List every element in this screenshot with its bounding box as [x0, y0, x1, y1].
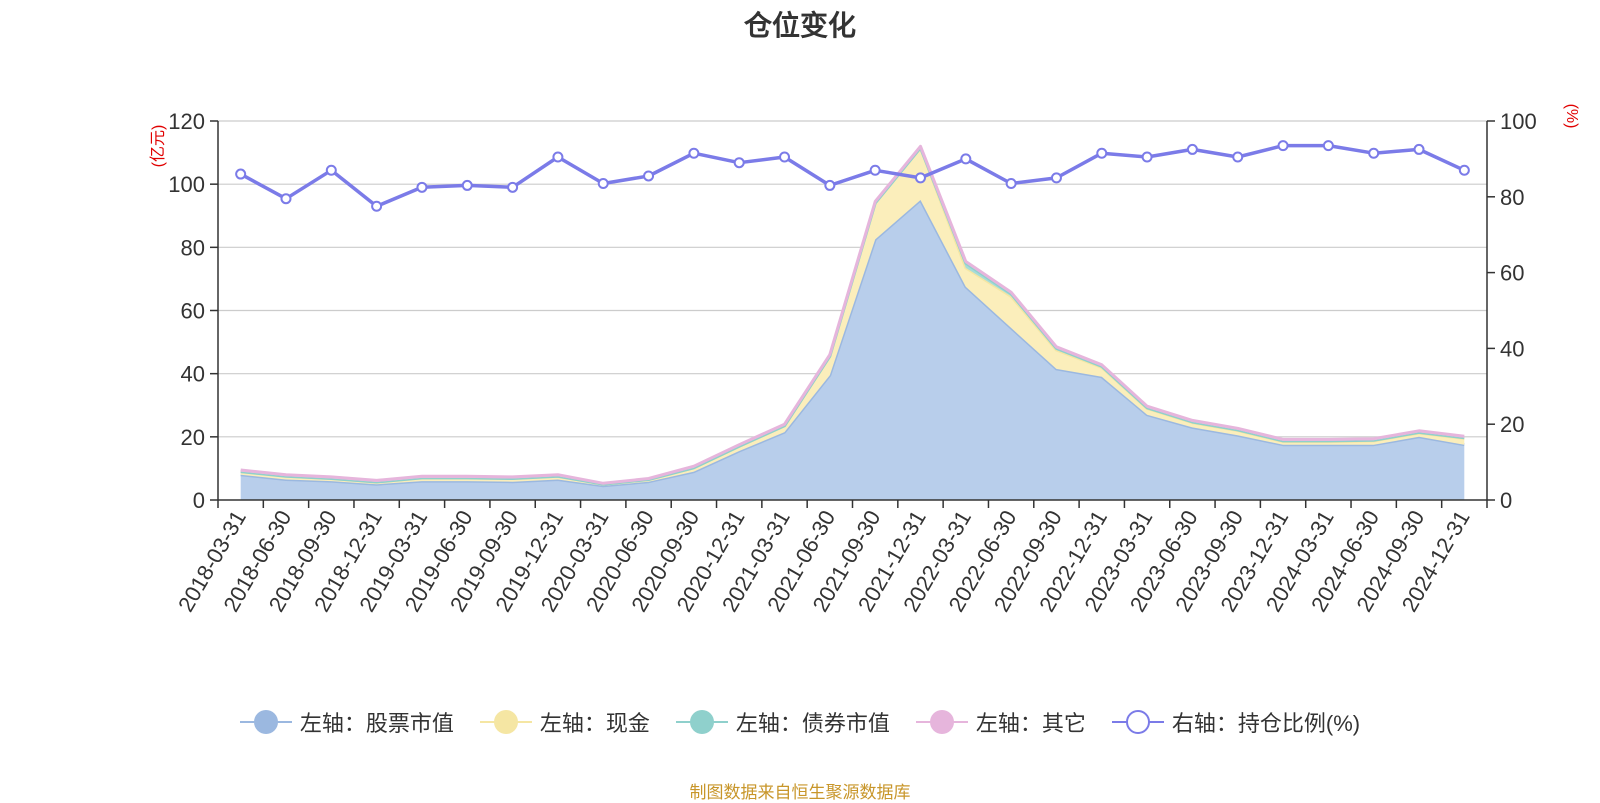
holding-ratio-point	[507, 181, 519, 193]
legend-swatch	[479, 708, 532, 736]
legend-item[interactable]: 左轴：债券市值	[675, 706, 890, 738]
chart-legend: 左轴：股票市值 左轴：现金 左轴：债券市值 左轴：其它 右轴：持仓比例(%)	[0, 704, 1600, 740]
stacked-areas	[240, 144, 1465, 500]
legend-swatch	[675, 708, 728, 736]
data-source-note: 制图数据来自恒生聚源数据库	[689, 783, 911, 802]
holding-ratio-point	[1186, 143, 1198, 155]
left-axis-tick-label: 40	[181, 362, 205, 387]
holding-ratio-point	[325, 164, 337, 176]
holding-ratio-point	[1050, 172, 1062, 184]
legend-item[interactable]: 左轴：现金	[479, 706, 650, 738]
holding-ratio-point	[824, 179, 836, 191]
legend-item[interactable]: 左轴：股票市值	[239, 706, 454, 738]
right-axis-tick-label: 0	[1500, 488, 1512, 513]
right-axis-unit: (%)	[1563, 104, 1580, 129]
holding-ratio-point	[914, 172, 926, 184]
holding-ratio-point	[280, 193, 292, 205]
ratio-line	[235, 140, 1470, 212]
legend-item[interactable]: 右轴：持仓比例(%)	[1111, 706, 1361, 738]
legend-swatch	[239, 708, 292, 736]
legend-label: 左轴：债券市值	[735, 711, 890, 736]
chart-title: 仓位变化	[743, 10, 856, 41]
legend-item[interactable]: 左轴：其它	[915, 706, 1086, 738]
left-axis-tick-label: 20	[181, 425, 205, 450]
right-axis-tick-label: 80	[1500, 185, 1524, 210]
area-9bb8e0	[240, 200, 1465, 500]
holding-ratio-point	[869, 164, 881, 176]
legend-swatch	[1111, 708, 1164, 736]
series-edge-line	[240, 144, 1465, 485]
right-axis-tick-label: 20	[1500, 412, 1524, 437]
holding-ratio-point	[1413, 143, 1425, 155]
legend-label: 右轴：持仓比例(%)	[1171, 711, 1361, 736]
holding-ratio-point	[779, 151, 791, 163]
right-axis-tick-label: 40	[1500, 336, 1524, 361]
left-axis-tick-label: 60	[181, 299, 205, 324]
holding-ratio-point	[1368, 147, 1380, 159]
holding-ratio-point	[371, 200, 383, 212]
holding-ratio-point	[688, 147, 700, 159]
left-axis-unit: (亿元)	[149, 125, 167, 168]
left-axis-tick-label: 100	[168, 172, 205, 197]
left-axis-tick-label: 80	[181, 235, 205, 260]
legend-label: 左轴：现金	[539, 711, 650, 736]
holding-ratio-point	[1005, 178, 1017, 190]
legend-label: 左轴：股票市值	[299, 711, 454, 736]
holding-ratio-point	[461, 179, 473, 191]
holding-ratio-point	[960, 153, 972, 165]
right-axis-tick-label: 60	[1500, 261, 1524, 286]
right-axis-tick-label: 100	[1500, 109, 1537, 134]
holding-ratio-point	[416, 181, 428, 193]
holding-ratio-point	[1322, 140, 1334, 152]
holding-ratio-point	[733, 157, 745, 169]
left-axis-tick-label: 120	[168, 109, 205, 134]
legend-swatch	[915, 708, 968, 736]
holding-ratio-point	[1096, 147, 1108, 159]
left-axis-tick-label: 0	[193, 488, 205, 513]
holding-ratio-point	[597, 178, 609, 190]
holding-ratio-point	[1458, 164, 1470, 176]
holding-ratio-point	[1277, 140, 1289, 152]
holding-ratio-line	[239, 143, 1466, 209]
holding-ratio-point	[1232, 151, 1244, 163]
holding-ratio-point	[1141, 151, 1153, 163]
holding-ratio-point	[643, 170, 655, 182]
holding-ratio-point	[235, 168, 247, 180]
legend-label: 左轴：其它	[975, 711, 1086, 736]
holding-ratio-point	[552, 151, 564, 163]
